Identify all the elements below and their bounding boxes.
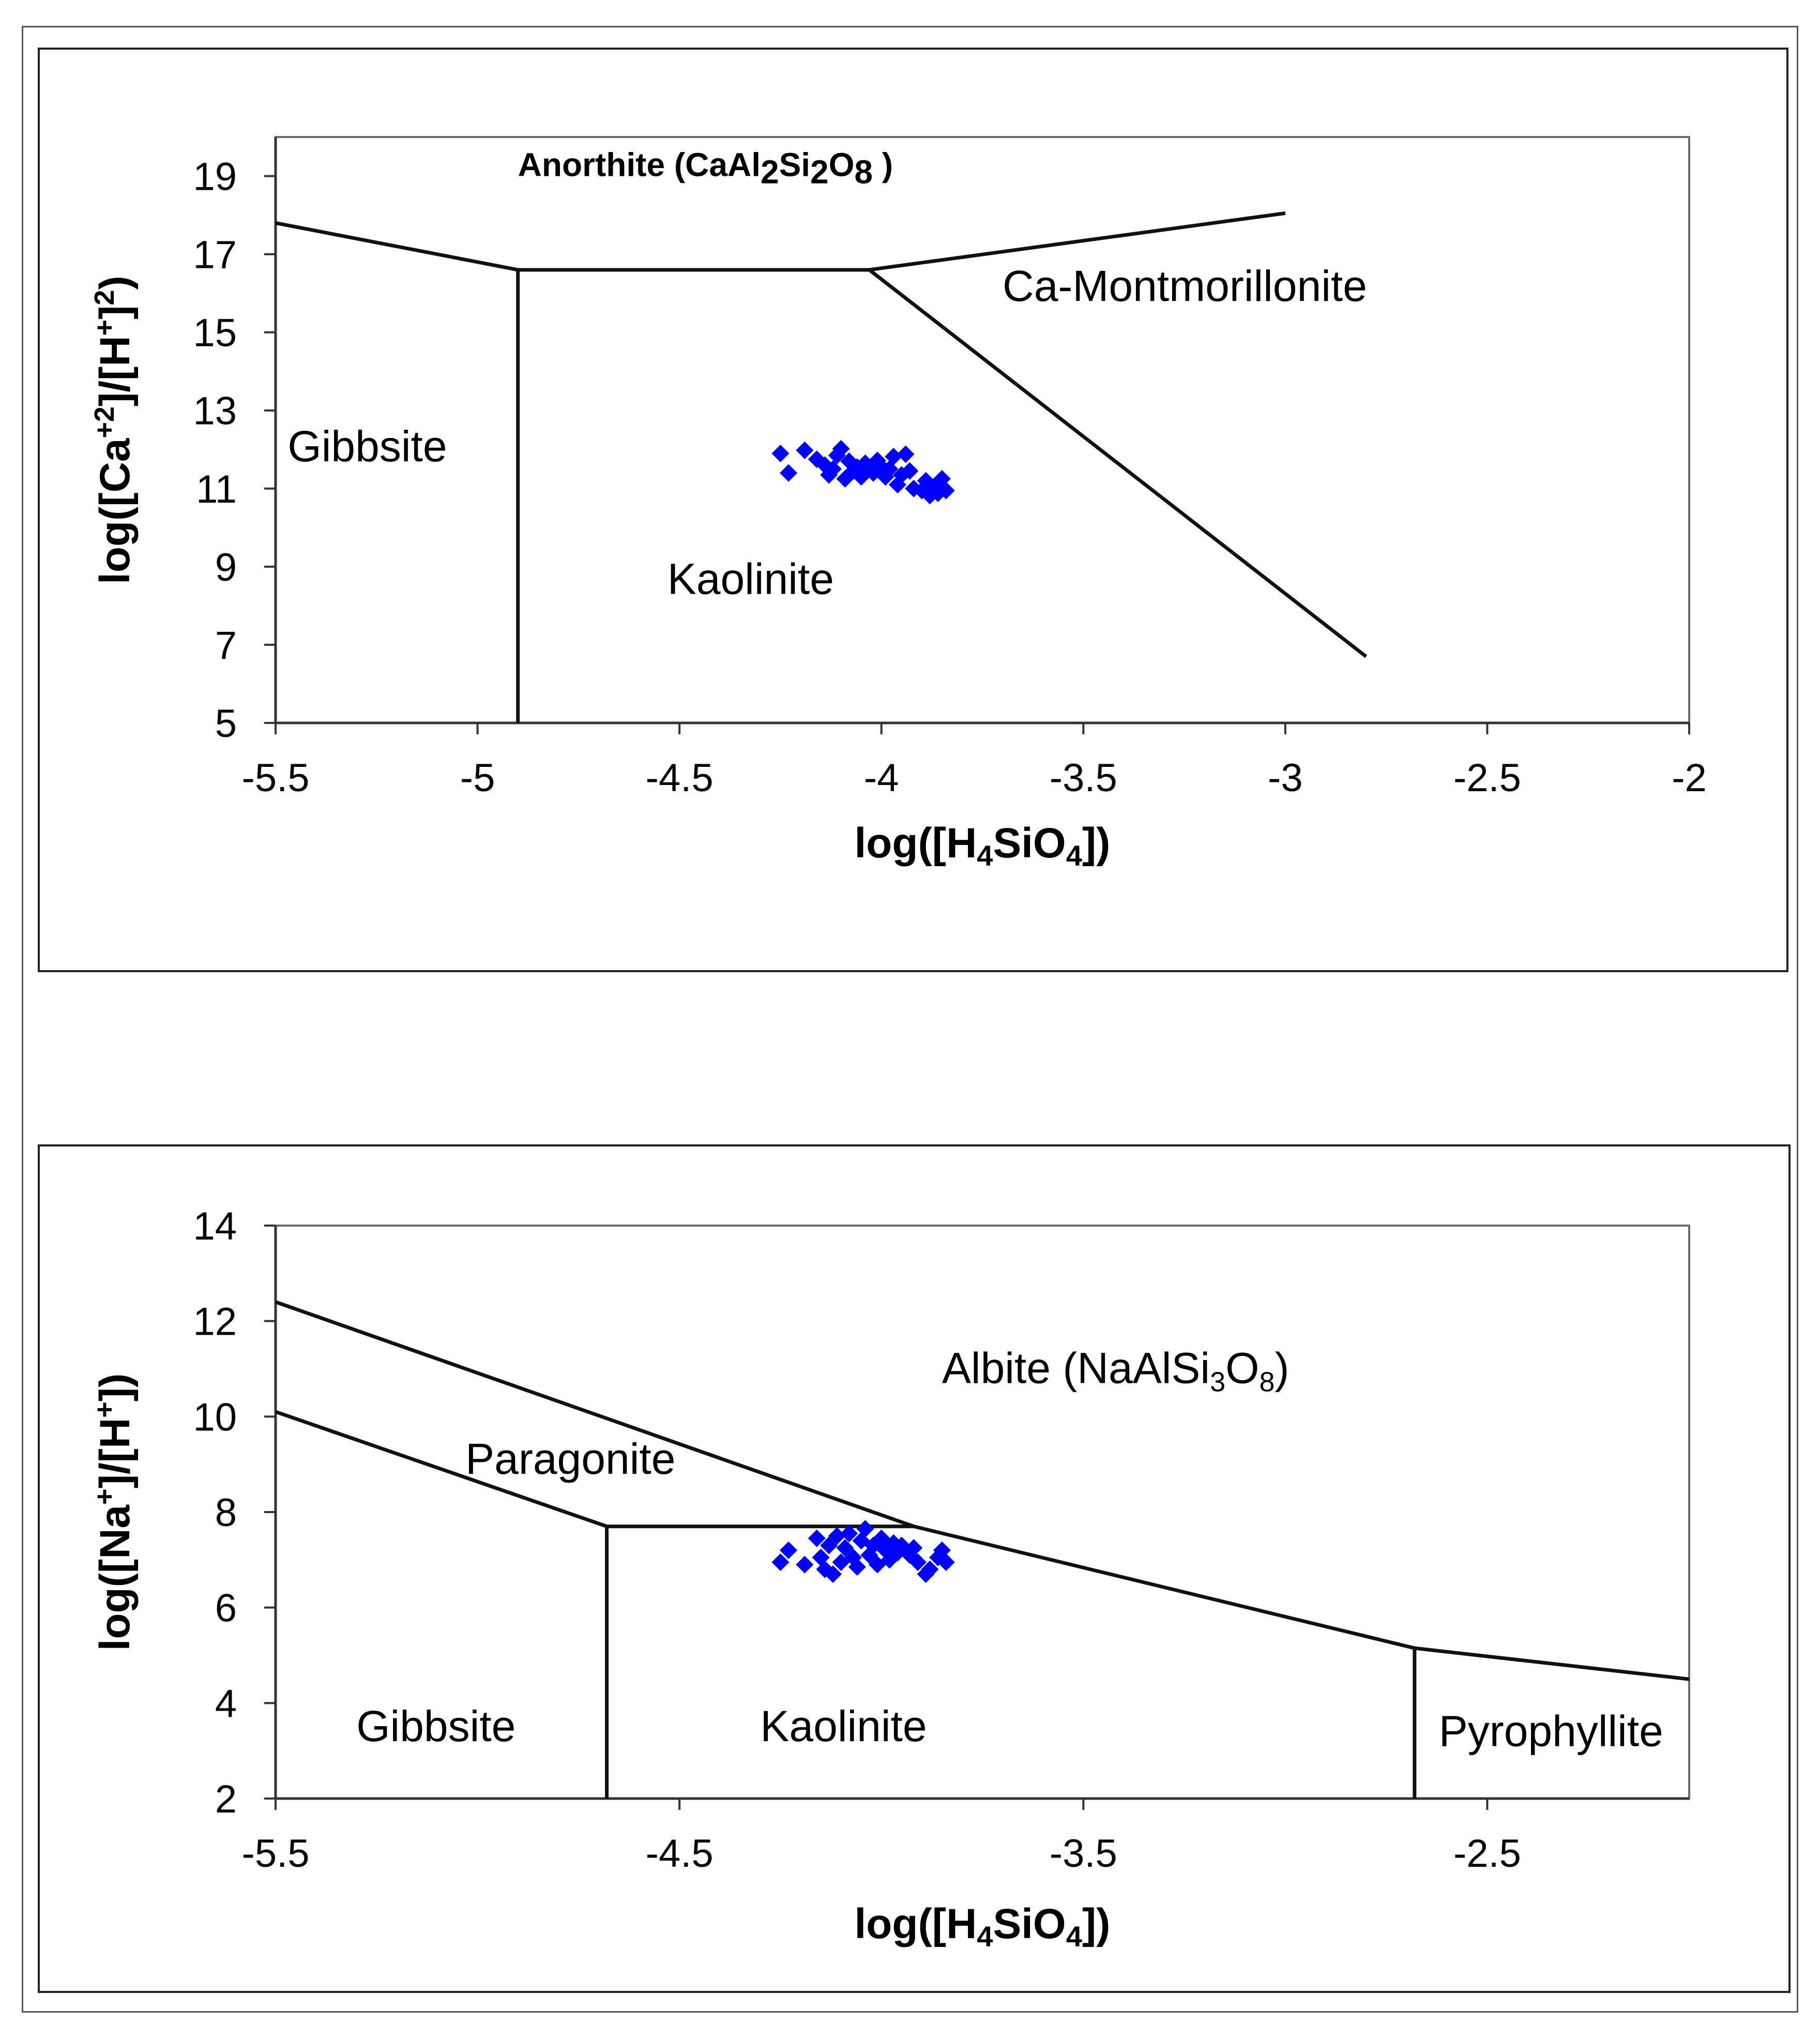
y-tick-label: 2 — [215, 1777, 237, 1821]
y-tick-label: 12 — [193, 1300, 237, 1344]
data-point — [836, 1539, 854, 1557]
boundary-kaolinite-ca-montmorillonite — [868, 268, 1368, 658]
data-point — [808, 1529, 826, 1547]
region-gibbsite: Gibbsite — [356, 1702, 515, 1750]
x-tick-label: -4.5 — [646, 1832, 714, 1876]
data-point — [885, 447, 903, 465]
y-tick-label: 15 — [193, 311, 237, 355]
y-tick-label: 9 — [215, 546, 237, 590]
region-ca-montmorillonite: Ca-Montmorillonite — [1003, 262, 1367, 310]
y-axis-title: log([Na+]/[H+]) — [89, 1373, 139, 1651]
data-point — [905, 1539, 923, 1557]
chart-1: -5.5 -5 -4.5 -4 -3.5 -3 -2.5 -2 5 7 9 11 13 15 17 19 Ano… — [89, 136, 1707, 872]
y-tick-label: 8 — [215, 1491, 237, 1535]
region-kaolinite: Kaolinite — [668, 555, 834, 603]
y-tick-label: 4 — [215, 1682, 237, 1726]
x-tick-label: -2.5 — [1453, 1832, 1521, 1876]
y-tick-label: 10 — [193, 1395, 237, 1439]
y-tick-label: 13 — [193, 389, 237, 433]
x-tick-label: -5.5 — [242, 756, 310, 800]
data-point — [909, 1553, 927, 1571]
x-tick-label: -2 — [1672, 756, 1707, 800]
x-tick-label: -3.5 — [1050, 756, 1117, 800]
region-pyrophyllite: Pyrophyllite — [1439, 1706, 1663, 1755]
data-point — [824, 1565, 842, 1583]
x-tick-label: -3 — [1268, 756, 1303, 800]
boundary-gibbsite-anorthite — [275, 221, 519, 272]
data-point — [796, 441, 814, 459]
x-axis-title: log([H4SiO4]) — [855, 820, 1111, 872]
boundary-paragonite-lower-boundary — [275, 1410, 608, 1529]
y-tick-label: 17 — [193, 233, 237, 277]
chart-panel-na — [38, 1144, 1791, 1993]
region-kaolinite: Kaolinite — [760, 1702, 927, 1750]
y-tick-label: 19 — [193, 155, 237, 199]
data-point — [780, 464, 798, 482]
data-point — [901, 462, 919, 480]
data-point — [828, 1527, 846, 1545]
data-point — [897, 445, 915, 463]
data-point — [921, 1560, 939, 1578]
data-point — [780, 1541, 798, 1559]
x-tick-label: -4.5 — [646, 756, 714, 800]
region-paragonite: Paragonite — [465, 1434, 675, 1483]
data-point — [820, 1536, 838, 1554]
x-tick-label: -3.5 — [1050, 1832, 1117, 1876]
region-anorthite: Anorthite (CaAl2Si2O8 ) — [518, 146, 893, 191]
y-tick-label: 11 — [196, 467, 237, 511]
x-tick-label: -5.5 — [242, 1832, 310, 1876]
boundary-anorthite-ca-montmorillonite — [869, 211, 1286, 272]
data-point — [937, 1553, 955, 1571]
data-point — [771, 444, 790, 462]
y-tick-label: 14 — [193, 1204, 237, 1248]
x-tick-label: -2.5 — [1453, 756, 1521, 800]
y-tick-label: 6 — [215, 1587, 237, 1630]
data-point — [892, 1536, 911, 1554]
data-point — [937, 481, 955, 500]
chart-2: -5.5 -4.5 -3.5 -2.5 2 4 6 8 10 12 14 Albite (NaAlSi… — [89, 1204, 1690, 1953]
data-point — [840, 1524, 858, 1543]
data-point — [856, 1520, 874, 1538]
plot-area — [275, 136, 1690, 724]
chart-panel-ca — [38, 48, 1788, 972]
boundary-albite-upper-boundary — [275, 1300, 1690, 1681]
x-tick-label: -4 — [864, 756, 899, 800]
y-tick-label: 7 — [215, 624, 237, 668]
x-axis-title: log([H4SiO4]) — [855, 1900, 1111, 1953]
region-gibbsite: Gibbsite — [287, 422, 447, 471]
y-axis-title: log([Ca+2]/[H+]2) — [89, 276, 139, 584]
data-point — [832, 440, 850, 458]
data-point — [824, 460, 842, 478]
x-tick-label: -5 — [460, 756, 495, 800]
figure-border — [22, 26, 1798, 2013]
y-tick-label: 5 — [215, 702, 237, 746]
data-point — [848, 1558, 866, 1576]
data-point — [771, 1553, 790, 1571]
region-albite: Albite (NaAlSi3O8) — [942, 1344, 1290, 1398]
data-point — [796, 1555, 814, 1574]
